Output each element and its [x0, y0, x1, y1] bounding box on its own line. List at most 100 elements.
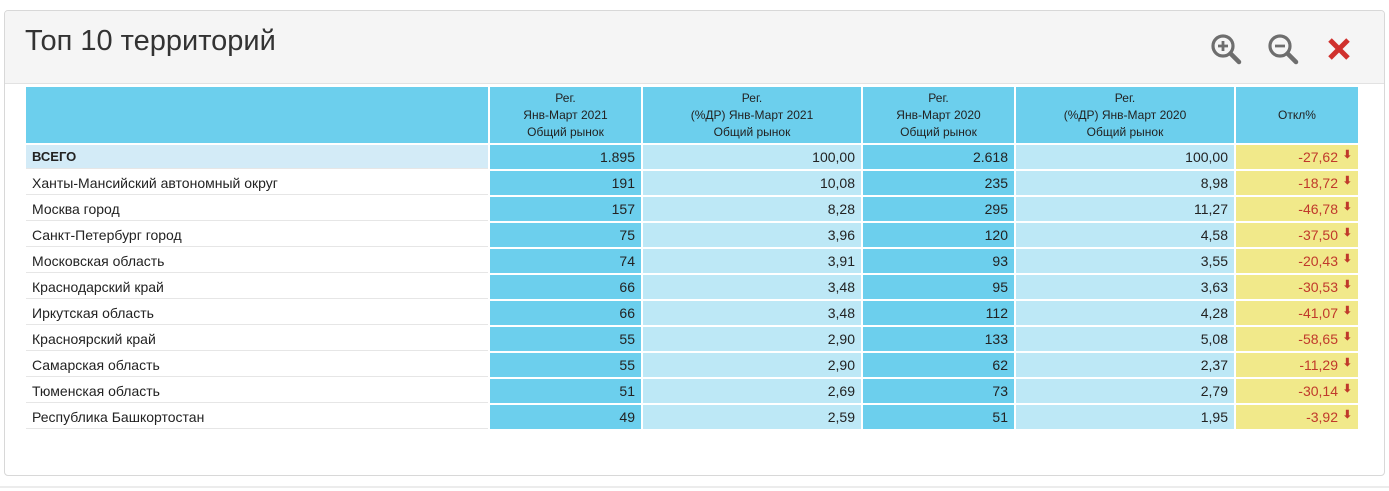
value-2021-cell: 51: [490, 379, 641, 403]
header-territory[interactable]: [26, 87, 488, 143]
value-2021-cell: 74: [490, 249, 641, 273]
table-row[interactable]: Санкт-Петербург город 75 3,96 120 4,58 -37,50…: [26, 223, 1358, 247]
table-body: ВСЕГО 1.895 100,00 2.618 100,00 -27,62 ⬇ Ханты-…: [26, 145, 1358, 429]
header-line: Рег.: [741, 90, 763, 105]
territory-name-text: Самарская область: [32, 356, 160, 373]
value-2020-text: 62: [992, 357, 1008, 373]
value-2021-cell: 55: [490, 353, 641, 377]
table-row[interactable]: Иркутская область 66 3,48 112 4,28 -41,07 ⬇: [26, 301, 1358, 325]
value-2021-text: 191: [611, 175, 635, 191]
value-2021-cell: 157: [490, 197, 641, 221]
close-icon[interactable]: [1321, 31, 1357, 67]
share-2021-text: 2,90: [827, 357, 855, 373]
header-line: (%ДР) Янв-Март 2021: [690, 107, 814, 122]
header-line: Янв-Март 2020: [896, 107, 981, 122]
value-2021-text: 49: [619, 409, 635, 425]
table-row[interactable]: Москва город 157 8,28 295 11,27 -46,78 ⬇: [26, 197, 1358, 221]
bottom-divider: [0, 486, 1389, 488]
table-row[interactable]: Республика Башкортостан 49 2,59 51 1,95 -3,92…: [26, 405, 1358, 429]
territory-name-cell: Санкт-Петербург город: [26, 223, 488, 247]
header-line: Общий рынок: [527, 124, 604, 139]
territory-name-cell: Республика Башкортостан: [26, 405, 488, 429]
share-2021-text: 10,08: [819, 175, 855, 191]
value-2020-text: 73: [992, 383, 1008, 399]
deviation-text: -27,62: [1298, 149, 1338, 165]
territories-table-wrapper: Рег. Янв-Март 2021 Общий рынок Рег. (%ДР…: [24, 85, 1360, 431]
panel-header: Топ 10 территорий: [5, 11, 1384, 84]
deviation-cell: -27,62 ⬇: [1236, 145, 1358, 169]
header-line: Рег.: [555, 90, 576, 105]
deviation-text: -30,53: [1298, 279, 1338, 295]
territory-name-cell: Ханты-Мансийский автономный округ: [26, 171, 488, 195]
value-2021-text: 75: [619, 227, 635, 243]
share-2021-cell: 3,48: [643, 275, 861, 299]
share-2020-cell: 2,79: [1016, 379, 1234, 403]
share-2021-cell: 2,90: [643, 327, 861, 351]
header-reg-2021[interactable]: Рег. Янв-Март 2021 Общий рынок: [490, 87, 641, 143]
arrow-down-icon: ⬇: [1342, 357, 1352, 369]
header-line: Общий рынок: [900, 124, 977, 139]
territory-name-text: Тюменская область: [32, 382, 160, 399]
value-2020-text: 95: [992, 279, 1008, 295]
arrow-down-icon: ⬇: [1342, 305, 1352, 317]
table-row[interactable]: Ханты-Мансийский автономный округ 191 10,0…: [26, 171, 1358, 195]
share-2021-cell: 3,96: [643, 223, 861, 247]
share-2020-text: 2,37: [1200, 357, 1228, 373]
table-row[interactable]: Московская область 74 3,91 93 3,55 -20,43 ⬇: [26, 249, 1358, 273]
zoom-in-icon[interactable]: [1208, 31, 1244, 67]
table-row[interactable]: Краснодарский край 66 3,48 95 3,63 -30,53 ⬇: [26, 275, 1358, 299]
deviation-cell: -58,65 ⬇: [1236, 327, 1358, 351]
value-2021-cell: 66: [490, 301, 641, 325]
header-deviation[interactable]: Откл%: [1236, 87, 1358, 143]
share-2020-text: 3,63: [1200, 279, 1228, 295]
share-2021-text: 3,48: [827, 279, 855, 295]
share-2020-cell: 4,28: [1016, 301, 1234, 325]
value-2021-cell: 66: [490, 275, 641, 299]
header-share-2021[interactable]: Рег. (%ДР) Янв-Март 2021 Общий рынок: [643, 87, 861, 143]
table-row-total[interactable]: ВСЕГО 1.895 100,00 2.618 100,00 -27,62 ⬇: [26, 145, 1358, 169]
table-row[interactable]: Тюменская область 51 2,69 73 2,79 -30,14 ⬇: [26, 379, 1358, 403]
share-2020-cell: 4,58: [1016, 223, 1234, 247]
header-line: (%ДР) Янв-Март 2020: [1063, 107, 1187, 122]
deviation-text: -30,14: [1298, 383, 1338, 399]
deviation-cell: -3,92 ⬇: [1236, 405, 1358, 429]
value-2021-cell: 75: [490, 223, 641, 247]
share-2020-cell: 3,63: [1016, 275, 1234, 299]
arrow-down-icon: ⬇: [1342, 409, 1352, 421]
zoom-out-icon[interactable]: [1265, 31, 1301, 67]
arrow-down-icon: ⬇: [1342, 253, 1352, 265]
value-2020-text: 51: [992, 409, 1008, 425]
share-2020-cell: 3,55: [1016, 249, 1234, 273]
share-2020-text: 100,00: [1185, 149, 1228, 165]
value-2020-cell: 295: [863, 197, 1014, 221]
value-2020-text: 295: [984, 201, 1008, 217]
table-header-row: Рег. Янв-Март 2021 Общий рынок Рег. (%ДР…: [26, 87, 1358, 143]
value-2021-text: 74: [619, 253, 635, 269]
share-2020-text: 4,58: [1200, 227, 1228, 243]
header-share-2020[interactable]: Рег. (%ДР) Янв-Март 2020 Общий рынок: [1016, 87, 1234, 143]
share-2021-text: 3,48: [827, 305, 855, 321]
territory-name-text: Иркутская область: [32, 304, 154, 321]
share-2020-text: 3,55: [1200, 253, 1228, 269]
table-row[interactable]: Самарская область 55 2,90 62 2,37 -11,29 ⬇: [26, 353, 1358, 377]
value-2020-text: 235: [984, 175, 1008, 191]
share-2020-text: 2,79: [1200, 383, 1228, 399]
territories-table: Рег. Янв-Март 2021 Общий рынок Рег. (%ДР…: [24, 85, 1360, 431]
value-2020-cell: 62: [863, 353, 1014, 377]
value-2020-text: 133: [984, 331, 1008, 347]
value-2020-cell: 120: [863, 223, 1014, 247]
value-2021-cell: 49: [490, 405, 641, 429]
value-2021-text: 55: [619, 331, 635, 347]
value-2021-cell: 1.895: [490, 145, 641, 169]
top-territories-panel: Топ 10 территорий: [4, 10, 1385, 476]
header-reg-2020[interactable]: Рег. Янв-Март 2020 Общий рынок: [863, 87, 1014, 143]
table-row[interactable]: Красноярский край 55 2,90 133 5,08 -58,65 ⬇: [26, 327, 1358, 351]
value-2021-text: 51: [619, 383, 635, 399]
deviation-text: -20,43: [1298, 253, 1338, 269]
deviation-cell: -18,72 ⬇: [1236, 171, 1358, 195]
header-line: Общий рынок: [713, 124, 791, 139]
value-2021-text: 66: [619, 279, 635, 295]
share-2021-text: 2,90: [827, 331, 855, 347]
deviation-text: -58,65: [1298, 331, 1338, 347]
share-2020-cell: 5,08: [1016, 327, 1234, 351]
